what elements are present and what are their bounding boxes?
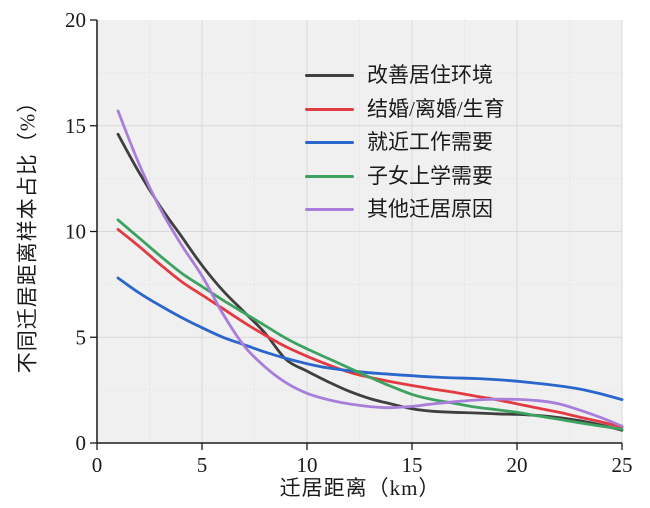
data-series-4 — [116, 218, 624, 431]
legend-label: 其他迁居原因 — [367, 197, 493, 222]
legend-line-sample — [305, 208, 354, 212]
y-tick-label: 5 — [76, 325, 87, 349]
legend-label: 子女上学需要 — [367, 163, 493, 188]
chart-legend: 改善居住环境 结婚/离婚/生育 就近工作需要 子女上学需要 其他迁居原因 — [305, 59, 505, 227]
data-series-3 — [116, 276, 624, 401]
legend-item-1: 改善居住环境 — [305, 59, 505, 93]
y-tick-label: 10 — [65, 220, 86, 244]
legend-label: 就近工作需要 — [367, 130, 493, 155]
y-axis-title: 不同迁居距离样本占比（%） — [15, 90, 40, 374]
legend-item-3: 就近工作需要 — [305, 126, 505, 160]
legend-line-sample — [305, 107, 354, 111]
y-tick-label: 20 — [65, 8, 86, 32]
y-tick-label: 0 — [76, 431, 87, 455]
x-tick-label: 0 — [92, 453, 103, 477]
x-tick-label: 20 — [507, 453, 528, 477]
y-tick-label: 15 — [65, 114, 86, 138]
legend-label: 结婚/离婚/生育 — [367, 96, 505, 121]
legend-item-2: 结婚/离婚/生育 — [305, 93, 505, 127]
legend-item-5: 其他迁居原因 — [305, 193, 505, 227]
legend-label: 改善居住环境 — [367, 63, 493, 88]
x-tick-label: 10 — [297, 453, 318, 477]
x-tick-label: 5 — [197, 453, 208, 477]
legend-line-sample — [305, 141, 354, 145]
legend-line-sample — [305, 174, 354, 178]
x-tick-label: 25 — [612, 453, 633, 477]
x-axis-title: 迁居距离（km） — [279, 476, 441, 500]
data-series-5 — [116, 109, 624, 428]
legend-line-sample — [305, 74, 354, 78]
x-tick-label: 15 — [402, 453, 423, 477]
legend-item-4: 子女上学需要 — [305, 160, 505, 194]
